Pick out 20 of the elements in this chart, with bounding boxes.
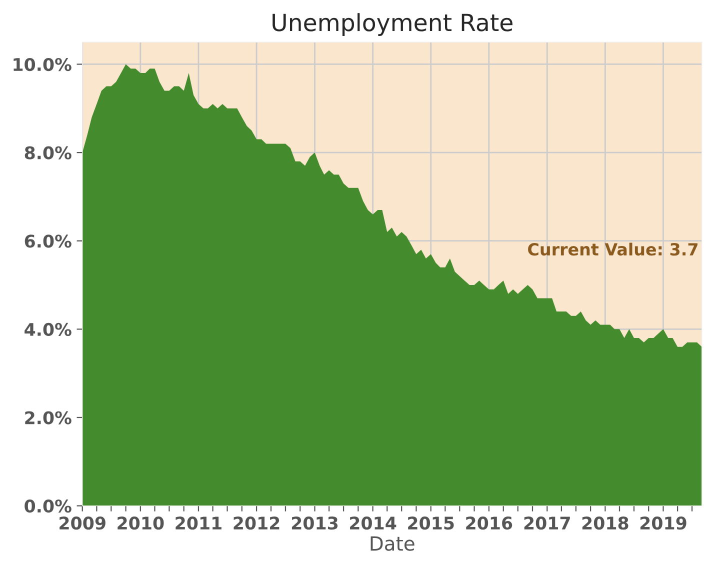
x-tick-label: 2011 (176, 516, 222, 530)
x-tick-label: 2019 (640, 516, 686, 530)
x-tick-label: 2009 (60, 516, 106, 530)
x-tick-label: 2012 (234, 516, 280, 530)
x-tick-label: 2014 (350, 516, 396, 530)
annotation: Current Value: 3.7 (528, 242, 698, 256)
x-axis-title: Date (370, 536, 414, 551)
x-tick-label: 2013 (292, 516, 338, 530)
y-tick-label: 8.0% (24, 146, 72, 160)
x-tick-label: 2010 (118, 516, 164, 530)
y-tick-label: 6.0% (24, 234, 72, 248)
chart-title: Unemployment Rate (272, 13, 512, 36)
y-tick-label: 2.0% (25, 411, 72, 424)
x-tick-label: 2018 (582, 516, 628, 530)
x-tick-label: 2015 (408, 516, 454, 530)
y-tick-label: 10.0% (14, 58, 72, 72)
y-tick-label: 4.0% (24, 322, 72, 336)
x-tick-label: 2016 (466, 516, 512, 530)
y-tick-label: 0.0% (24, 500, 72, 513)
x-tick-label: 2017 (524, 516, 570, 530)
